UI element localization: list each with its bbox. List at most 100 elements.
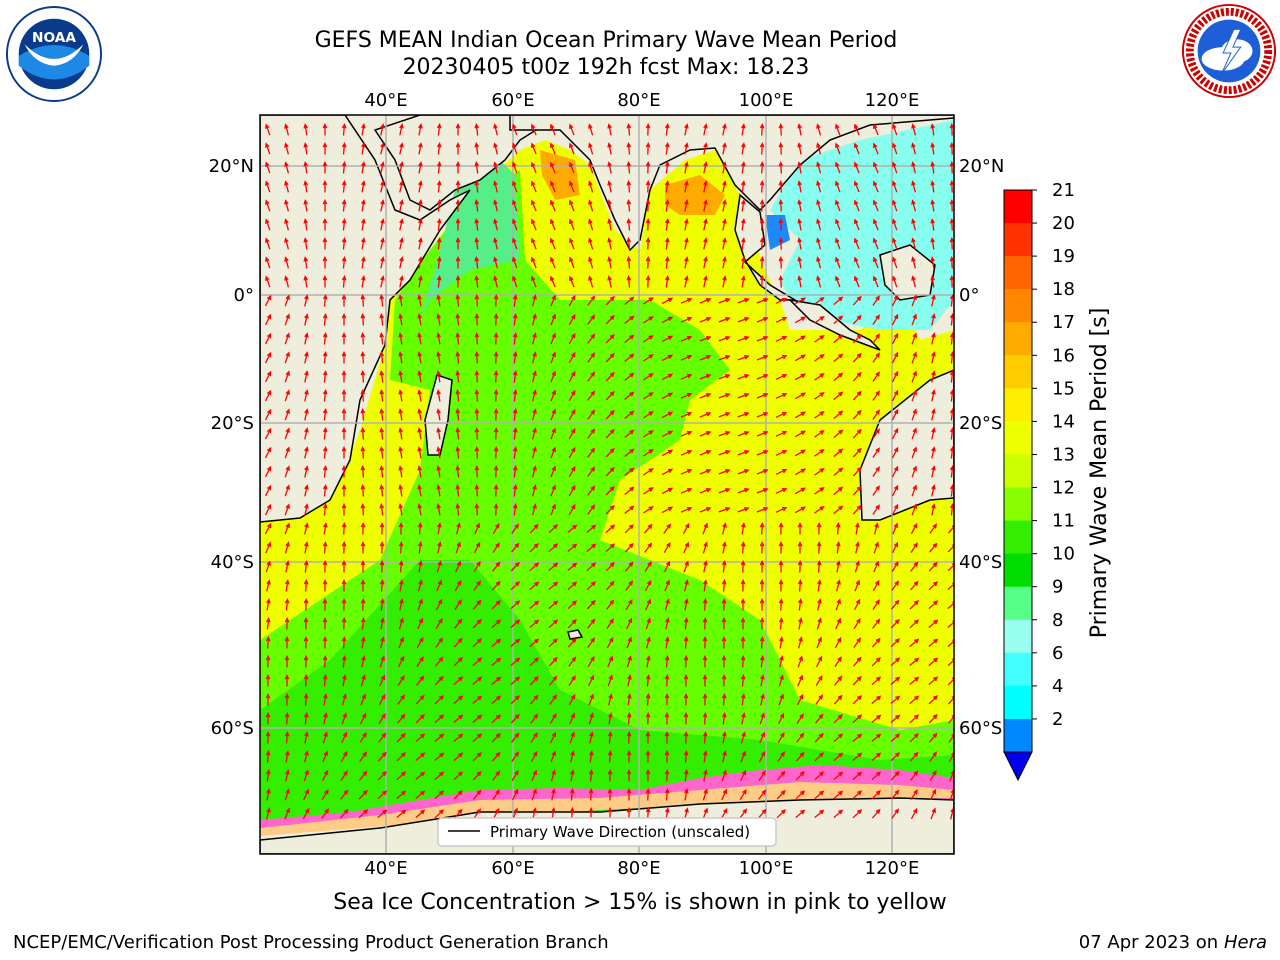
wave-arrow [548,600,559,610]
wave-arrow [322,636,328,649]
wave-arrow [455,179,461,193]
wave-arrow [284,654,290,668]
wave-arrow [794,392,807,400]
wave-arrow [399,237,404,250]
wave-arrow [398,484,403,497]
wave-arrow [911,351,917,364]
wave-arrow [661,449,674,457]
wave-arrow [492,522,500,535]
wave-arrow [872,447,880,458]
wave-arrow [493,446,499,459]
wave-arrow [587,656,595,668]
wave-arrow [322,445,328,459]
wave-arrow [264,332,272,345]
wave-arrow [643,411,654,419]
wave-arrow [911,484,917,497]
wave-arrow [777,770,786,781]
wave-arrow [661,411,674,419]
wave-arrow [718,336,731,342]
wave-arrow [759,122,765,136]
wave-arrow [775,297,788,304]
wave-arrow [531,788,537,801]
wave-arrow [569,180,575,193]
wave-arrow [625,599,633,611]
wave-arrow [284,123,290,136]
wave-arrow [931,408,936,421]
wave-arrow [265,218,271,231]
wave-arrow [304,503,309,516]
wave-arrow [816,161,822,174]
wave-arrow [415,714,425,724]
wave-arrow [588,712,594,725]
wave-arrow [531,465,537,478]
wave-arrow [265,142,271,155]
wave-arrow [797,161,802,174]
wave-arrow [303,275,309,288]
wave-arrow [873,560,880,573]
wave-arrow [607,693,613,706]
wave-arrow [512,408,518,421]
wave-arrow [512,123,518,136]
wave-arrow [361,218,366,231]
wave-arrow [910,561,919,572]
wave-arrow [852,333,862,344]
wave-arrow [699,469,712,475]
wave-arrow [266,788,271,801]
wave-arrow [379,636,385,649]
wave-arrow [586,618,596,629]
wave-arrow [852,352,862,363]
wave-arrow [891,789,900,800]
wave-arrow [949,217,954,231]
wave-arrow [683,731,689,744]
wave-arrow [607,655,614,668]
wave-arrow [833,353,844,363]
wave-arrow [816,218,822,231]
wave-arrow [911,503,917,516]
wave-arrow [703,769,708,782]
wave-arrow [607,275,612,288]
wave-arrow [737,393,750,399]
wave-arrow [740,731,746,744]
colorbar-segment [1004,520,1032,555]
wave-arrow [341,237,347,250]
wave-arrow [891,599,900,610]
colorbar-segment [1004,223,1032,257]
wave-arrow [587,352,596,363]
wave-arrow [284,617,290,630]
wave-arrow [491,676,502,685]
wave-arrow [380,180,385,193]
wave-arrow [360,503,366,516]
wave-arrow [795,790,806,800]
wave-arrow [703,161,708,174]
wave-arrow [931,427,936,440]
wave-arrow [699,355,712,361]
colorbar-segment [1004,553,1032,588]
wave-arrow [684,161,689,174]
wave-arrow [892,541,899,554]
wave-arrow [304,446,309,459]
wave-arrow [435,598,443,611]
wave-arrow [931,503,936,516]
wave-arrow [512,788,519,801]
wave-arrow [778,579,784,592]
wave-arrow [567,619,577,629]
wave-arrow [930,807,936,820]
wave-arrow [264,370,272,383]
wave-arrow [664,180,670,193]
wave-arrow [436,141,442,155]
wave-arrow [322,275,328,288]
wave-arrow [664,218,670,231]
wave-arrow [474,407,480,421]
wave-arrow [702,730,708,744]
wave-arrow [852,485,862,496]
wave-arrow [512,237,518,250]
wave-arrow [474,445,480,459]
wave-arrow [607,199,612,212]
wave-arrow [624,561,634,572]
wave-arrow [873,218,879,231]
wave-arrow [379,446,385,459]
wave-arrow [871,752,882,762]
wave-arrow [835,180,841,193]
wave-arrow [645,636,651,649]
wave-arrow [437,541,442,554]
